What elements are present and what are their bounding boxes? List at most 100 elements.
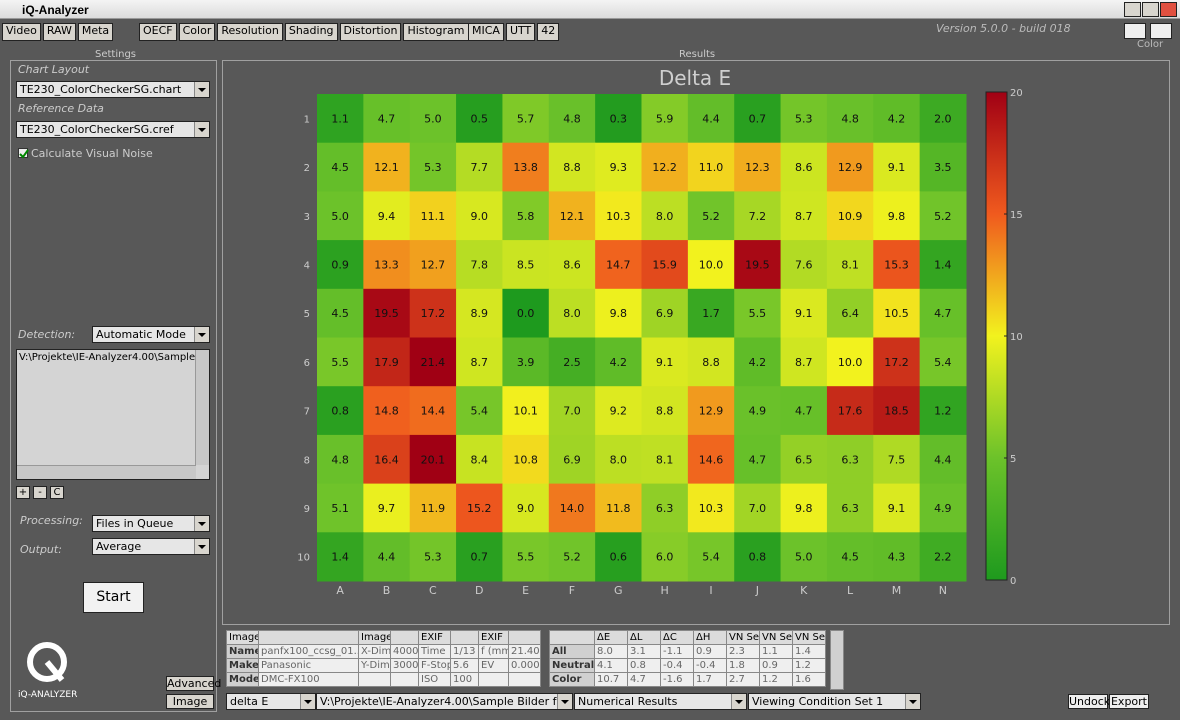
heatmap-cell	[734, 94, 782, 144]
results-panel	[222, 60, 1170, 625]
visual-noise-checkbox[interactable]	[18, 148, 29, 159]
cell-label: 4.4	[378, 551, 396, 564]
cell-label: 6.0	[656, 551, 674, 564]
cell-label: 12.1	[374, 161, 399, 174]
cell-label: 9.0	[517, 502, 535, 515]
scrollbar-h	[17, 465, 196, 479]
table-row: Color 10.7 4.7 -1.6 1.7 2.7 1.2 1.6	[549, 672, 826, 687]
list-button[interactable]: -	[33, 486, 47, 499]
advanced-button[interactable]: Advanced	[166, 676, 222, 691]
row-label: 2	[304, 163, 310, 174]
chart-layout-select[interactable]: TE230_ColorCheckerSG.chart	[16, 81, 210, 98]
table-cell: -1.6	[660, 672, 694, 687]
settings-button[interactable]	[1150, 23, 1172, 39]
toolbar-button[interactable]: UTT	[505, 23, 536, 41]
cell-label: 9.4	[378, 210, 396, 223]
output-select[interactable]: Average	[92, 538, 210, 555]
swap-button[interactable]	[1124, 23, 1146, 39]
file-list[interactable]: V:\Projekte\IE-Analyzer4.00\Sample Bilde	[16, 349, 210, 480]
toolbar-button[interactable]: OECF	[139, 23, 177, 41]
heatmap-cell	[456, 288, 503, 338]
heatmap-cell	[687, 386, 735, 436]
list-button[interactable]: +	[16, 486, 30, 499]
heatmap-cell	[502, 94, 550, 144]
heatmap-cell	[317, 94, 364, 144]
cell-label: 7.6	[795, 258, 813, 271]
column-label: M	[892, 584, 902, 597]
heatmap-cell	[641, 94, 689, 144]
cell-label: 6.3	[656, 502, 674, 515]
table-row: Neutral 4.1 0.8 -0.4 -0.4 1.8 0.9 1.2	[549, 658, 826, 673]
output-select-text: Average	[96, 540, 142, 553]
table-cell: 21.40	[508, 644, 541, 659]
cell-label: 5.2	[563, 551, 581, 564]
close-button[interactable]	[1160, 2, 1177, 17]
heatmap-cell	[317, 532, 364, 582]
cell-label: 10.3	[699, 502, 724, 515]
heatmap-cell	[780, 142, 828, 192]
cell-label: 8.8	[656, 405, 674, 418]
heatmap-cell	[548, 532, 596, 582]
heatmap-cell	[873, 142, 921, 192]
heatmap-cell	[363, 94, 411, 144]
toolbar-button[interactable]: Color	[178, 23, 216, 41]
bottom-select[interactable]: Numerical Results	[574, 693, 747, 710]
heatmap-cell	[456, 191, 503, 241]
toolbar-button[interactable]: RAW	[42, 23, 76, 41]
reference-select[interactable]: TE230_ColorCheckerSG.cref	[16, 121, 210, 138]
column-label: D	[475, 584, 483, 597]
table-cell: 3.1	[627, 644, 661, 659]
heatmap-cell	[456, 532, 503, 582]
dropdown-arrow	[194, 122, 209, 137]
toolbar-button[interactable]: Shading	[284, 23, 338, 41]
cell-label: 4.8	[563, 112, 581, 125]
table-header: Image	[226, 630, 259, 645]
toolbar-button[interactable]: Resolution	[217, 23, 283, 41]
cell-label: 4.4	[702, 112, 720, 125]
bottom-select[interactable]: delta E	[226, 693, 316, 710]
file-item[interactable]: V:\Projekte\IE-Analyzer4.00\Sample Bilde	[19, 352, 210, 363]
bottom-select[interactable]: V:\Projekte\IE-Analyzer4.00\Sample Bilde…	[316, 693, 573, 710]
bottom-button[interactable]: Export	[1109, 694, 1149, 709]
cell-label: 1.4	[331, 551, 349, 564]
colorbar-tick-label: 20	[1010, 88, 1023, 99]
toolbar-button[interactable]: Video	[2, 23, 41, 41]
table-cell: 10.7	[594, 672, 628, 687]
toolbar-button[interactable]: Histogram	[403, 23, 469, 41]
cell-label: 17.6	[838, 405, 863, 418]
bottom-button[interactable]: Undock	[1068, 694, 1111, 709]
bottom-select[interactable]: Viewing Condition Set 1	[748, 693, 921, 710]
image-button[interactable]: Image	[166, 694, 214, 709]
heatmap-cell	[595, 337, 642, 387]
reference-select-text: TE230_ColorCheckerSG.cref	[20, 123, 174, 136]
table-cell: Time	[418, 644, 451, 659]
processing-select[interactable]: Files in Queue	[92, 515, 210, 532]
cell-label: 14.4	[421, 405, 446, 418]
list-button[interactable]: C	[50, 486, 64, 499]
minimize-button[interactable]	[1124, 2, 1141, 17]
heatmap-cell	[548, 191, 596, 241]
heatmap-cell	[780, 240, 828, 290]
start-button[interactable]: Start	[83, 582, 144, 613]
heatmap-cell	[456, 386, 503, 436]
table-header: ΔH	[693, 630, 727, 645]
cell-label: 4.5	[331, 161, 349, 174]
dropdown-arrow	[194, 327, 209, 342]
maximize-button[interactable]	[1142, 2, 1159, 17]
table-cell: -1.1	[660, 644, 694, 659]
detection-select[interactable]: Automatic Mode	[92, 326, 210, 343]
table-cell: 8.0	[594, 644, 628, 659]
cell-label: 5.7	[517, 112, 535, 125]
toolbar-button[interactable]: 42	[537, 23, 560, 41]
cell-label: 4.2	[749, 356, 767, 369]
chart-layout-select-text: TE230_ColorCheckerSG.chart	[20, 83, 182, 96]
toolbar-button[interactable]: Distortion	[339, 23, 402, 41]
table-cell: Model	[226, 672, 259, 687]
toolbar-button[interactable]: Meta	[77, 23, 114, 41]
heatmap-cell	[409, 94, 457, 144]
dropdown-arrow	[905, 694, 920, 709]
toolbar-button[interactable]: MICA	[468, 23, 504, 41]
cell-label: 10.1	[513, 405, 538, 418]
heatmap-cell	[548, 142, 596, 192]
